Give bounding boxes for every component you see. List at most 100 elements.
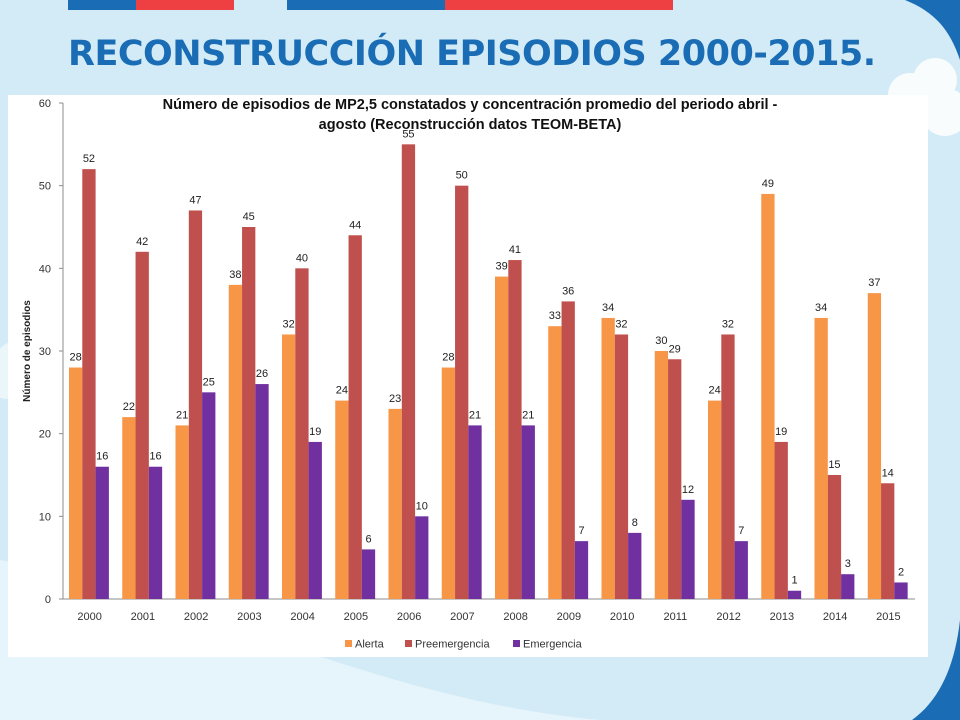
data-label: 47 bbox=[189, 194, 201, 206]
data-label: 2 bbox=[898, 566, 904, 578]
x-tick-label: 2010 bbox=[610, 611, 634, 623]
data-label: 16 bbox=[149, 451, 161, 463]
bar-alerta bbox=[335, 400, 349, 599]
bar-alerta bbox=[175, 425, 189, 599]
x-tick-label: 2003 bbox=[237, 611, 261, 623]
bar-alerta bbox=[761, 193, 775, 599]
y-tick-label: 10 bbox=[39, 511, 51, 523]
bar-alerta bbox=[122, 417, 136, 599]
data-label: 34 bbox=[602, 302, 614, 314]
bar-chart: 0 10 20 30 40 50 60 Número de episodios 2000 2001… bbox=[8, 95, 928, 657]
bar-emergencia bbox=[148, 466, 163, 599]
y-tick-label: 30 bbox=[39, 346, 51, 358]
y-tick-label: 60 bbox=[39, 98, 51, 110]
x-tick-label: 2012 bbox=[716, 611, 740, 623]
data-label: 41 bbox=[509, 244, 521, 256]
data-label: 32 bbox=[615, 318, 627, 330]
bar-preemergencia bbox=[455, 185, 469, 599]
bar-alerta bbox=[708, 400, 722, 599]
x-tick-label: 2014 bbox=[823, 611, 847, 623]
data-label: 29 bbox=[669, 343, 681, 355]
data-label: 7 bbox=[578, 525, 584, 537]
data-label: 32 bbox=[283, 318, 295, 330]
x-tick-label: 2000 bbox=[77, 611, 101, 623]
data-label: 52 bbox=[83, 153, 95, 165]
data-label: 24 bbox=[336, 385, 348, 397]
data-label: 34 bbox=[815, 302, 827, 314]
data-label: 1 bbox=[791, 575, 797, 587]
legend-label: Alerta bbox=[355, 639, 385, 651]
bar-emergencia bbox=[468, 425, 482, 599]
data-label: 45 bbox=[243, 211, 255, 223]
data-label: 19 bbox=[309, 426, 321, 438]
bar-emergencia bbox=[574, 541, 589, 599]
data-label: 10 bbox=[416, 500, 428, 512]
bar-emergencia bbox=[521, 425, 535, 599]
x-tick-label: 2002 bbox=[184, 611, 208, 623]
x-tick-label: 2005 bbox=[344, 611, 368, 623]
data-label: 33 bbox=[549, 310, 561, 322]
bar-preemergencia bbox=[242, 227, 256, 599]
bar-preemergencia bbox=[135, 251, 149, 600]
bar-emergencia bbox=[734, 541, 748, 599]
bar-alerta bbox=[388, 408, 402, 599]
data-label: 14 bbox=[882, 467, 894, 479]
bar-alerta bbox=[814, 317, 828, 599]
bar-emergencia bbox=[841, 574, 855, 599]
legend-swatch-preemergencia bbox=[405, 640, 412, 647]
legend-label: Emergencia bbox=[523, 639, 583, 651]
data-label: 21 bbox=[469, 409, 481, 421]
corner-swoosh-top bbox=[905, 0, 960, 60]
x-tick-label: 2007 bbox=[450, 611, 474, 623]
data-label: 15 bbox=[828, 459, 840, 471]
top-bar-red-right bbox=[445, 0, 673, 10]
bar-emergencia bbox=[681, 499, 695, 599]
y-tick-label: 20 bbox=[39, 429, 51, 441]
bar-preemergencia bbox=[508, 260, 522, 599]
bar-emergencia bbox=[628, 532, 642, 599]
data-label: 37 bbox=[868, 277, 880, 289]
x-tick-label: 2015 bbox=[876, 611, 900, 623]
data-label: 3 bbox=[845, 558, 851, 570]
bar-emergencia bbox=[255, 384, 269, 599]
bar-preemergencia bbox=[401, 144, 416, 600]
bar-alerta bbox=[601, 317, 615, 599]
bar-alerta bbox=[441, 367, 456, 599]
top-bar-blue-right bbox=[287, 0, 445, 10]
bar-preemergencia bbox=[827, 475, 842, 599]
x-tick-label: 2004 bbox=[290, 611, 314, 623]
bar-preemergencia bbox=[881, 483, 895, 599]
data-label: 49 bbox=[762, 178, 774, 190]
bar-emergencia bbox=[202, 392, 216, 599]
bar-alerta bbox=[228, 284, 243, 599]
bar-preemergencia bbox=[614, 334, 629, 599]
data-label: 39 bbox=[496, 261, 508, 273]
bar-alerta bbox=[69, 367, 83, 599]
data-label: 24 bbox=[709, 385, 721, 397]
top-bar-red-left bbox=[136, 0, 234, 10]
data-label: 32 bbox=[722, 318, 734, 330]
bar-alerta bbox=[548, 326, 562, 599]
bar-emergencia bbox=[95, 466, 109, 599]
bar-preemergencia bbox=[721, 334, 735, 599]
bar-emergencia bbox=[308, 441, 322, 599]
bar-preemergencia bbox=[774, 441, 788, 599]
top-bar-blue-left bbox=[68, 0, 136, 10]
data-label: 26 bbox=[256, 368, 268, 380]
x-tick-label: 2006 bbox=[397, 611, 421, 623]
chart-title-line: Número de episodios de MP2,5 constatados… bbox=[163, 97, 778, 113]
data-label: 22 bbox=[123, 401, 135, 413]
bar-emergencia bbox=[361, 549, 376, 599]
corner-swoosh-bottom bbox=[912, 620, 960, 720]
data-label: 28 bbox=[70, 352, 82, 364]
bar-emergencia bbox=[415, 516, 429, 599]
y-tick-label: 40 bbox=[39, 263, 51, 275]
data-label: 12 bbox=[682, 484, 694, 496]
data-label: 8 bbox=[632, 517, 638, 529]
legend-swatch-alerta bbox=[345, 640, 352, 647]
bar-preemergencia bbox=[295, 268, 309, 599]
data-label: 21 bbox=[522, 409, 534, 421]
data-label: 6 bbox=[365, 533, 371, 545]
legend-label: Preemergencia bbox=[415, 639, 490, 651]
bar-alerta bbox=[282, 334, 296, 599]
